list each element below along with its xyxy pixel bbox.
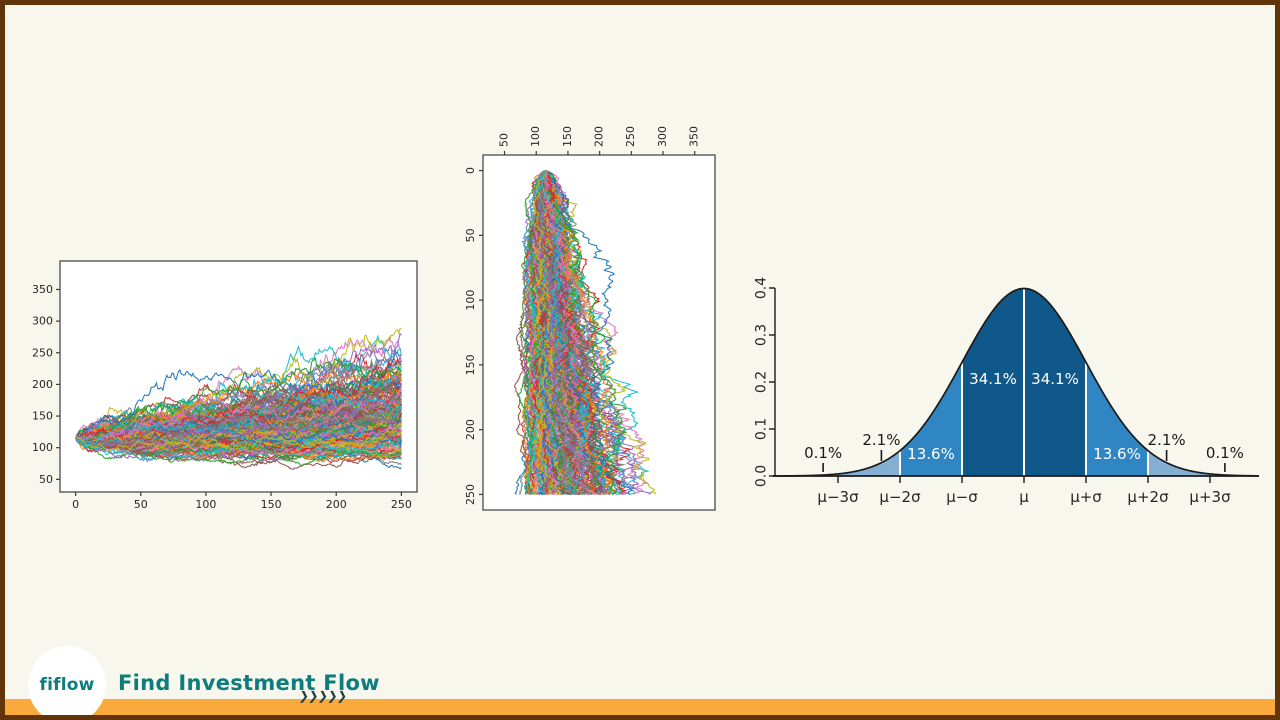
monte-carlo-plot-horizontal — [30, 253, 430, 518]
monte-carlo-plot-vertical — [450, 108, 735, 528]
footer-bar — [5, 699, 1275, 715]
brand-title: Find Investment Flow — [118, 671, 380, 695]
logo-badge: fiflow — [28, 646, 106, 715]
chevrons-icon: ❯❯❯❯❯ — [298, 689, 348, 703]
normal-distribution-chart — [747, 262, 1267, 512]
logo-text: fiflow — [39, 675, 95, 695]
